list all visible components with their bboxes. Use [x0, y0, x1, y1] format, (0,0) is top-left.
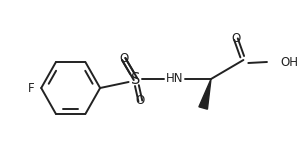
Text: F: F — [28, 82, 34, 94]
Text: S: S — [131, 72, 140, 86]
Text: HN: HN — [166, 73, 183, 85]
Text: O: O — [119, 52, 128, 66]
Text: OH: OH — [281, 55, 299, 69]
Polygon shape — [199, 79, 211, 109]
Text: O: O — [136, 94, 145, 107]
Text: O: O — [231, 31, 240, 45]
